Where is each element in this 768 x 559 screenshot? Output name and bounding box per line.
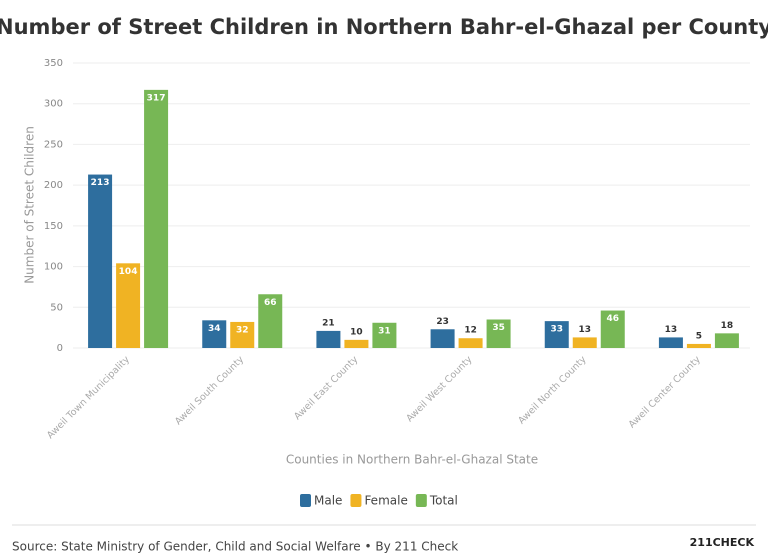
bar (144, 89, 169, 348)
legend-label: Male (314, 494, 342, 508)
bar (372, 322, 397, 348)
data-label: 10 (350, 327, 363, 337)
y-tick-label: 200 (44, 180, 63, 191)
data-label: 46 (606, 314, 619, 324)
x-tick-label: Aweil South County (173, 354, 246, 427)
legend-label: Female (364, 494, 407, 508)
bar (430, 329, 455, 348)
bar (544, 321, 569, 348)
data-label: 13 (578, 325, 591, 335)
data-label: 23 (436, 317, 449, 327)
data-label: 21 (322, 318, 335, 328)
y-tick-label: 300 (44, 99, 63, 110)
bar (658, 337, 683, 348)
bar (458, 338, 483, 348)
y-tick-label: 0 (57, 343, 63, 354)
source: Source: State Ministry of Gender, Child … (12, 540, 458, 554)
data-label: 35 (492, 323, 505, 333)
bar (316, 330, 341, 348)
bar (258, 294, 283, 348)
data-label: 33 (550, 325, 563, 335)
bar (686, 343, 711, 348)
y-tick-label: 100 (44, 262, 63, 273)
data-label: 12 (464, 326, 477, 336)
x-tick-label: Aweil West County (404, 354, 474, 424)
data-label: 5 (696, 331, 702, 341)
y-tick-label: 150 (44, 221, 63, 232)
bar (486, 319, 511, 348)
legend-swatch (350, 494, 362, 507)
data-label: 66 (264, 298, 277, 308)
bar (88, 174, 113, 348)
bar (344, 339, 369, 348)
data-label: 32 (236, 325, 249, 335)
data-label: 13 (665, 325, 678, 335)
x-tick-label: Aweil Town Municipality (45, 354, 132, 441)
logo: 211CHECK (690, 536, 755, 549)
bar (600, 310, 625, 348)
legend-swatch (415, 494, 427, 507)
data-label: 213 (91, 178, 110, 188)
bar (202, 320, 227, 348)
bar (230, 321, 255, 348)
data-label: 34 (208, 324, 221, 334)
x-axis-title: Counties in Northern Bahr-el-Ghazal Stat… (286, 453, 538, 467)
y-axis-title: Number of Street Children (23, 126, 37, 284)
y-tick-label: 250 (44, 139, 63, 150)
y-tick-label: 50 (50, 302, 63, 313)
chart-title: Number of Street Children in Northern Ba… (0, 15, 768, 39)
data-label: 104 (119, 267, 138, 277)
y-tick-label: 350 (44, 58, 63, 69)
legend-swatch (300, 494, 311, 507)
x-tick-label: Aweil East County (292, 354, 360, 422)
bar (714, 333, 739, 348)
x-tick-label: Aweil North County (516, 354, 589, 427)
data-label: 317 (147, 93, 166, 103)
bar (572, 337, 597, 348)
x-tick-label: Aweil Center County (627, 354, 704, 431)
legend-label: Total (429, 494, 458, 508)
data-label: 31 (378, 326, 391, 336)
bar (116, 263, 141, 348)
data-label: 18 (721, 321, 734, 331)
